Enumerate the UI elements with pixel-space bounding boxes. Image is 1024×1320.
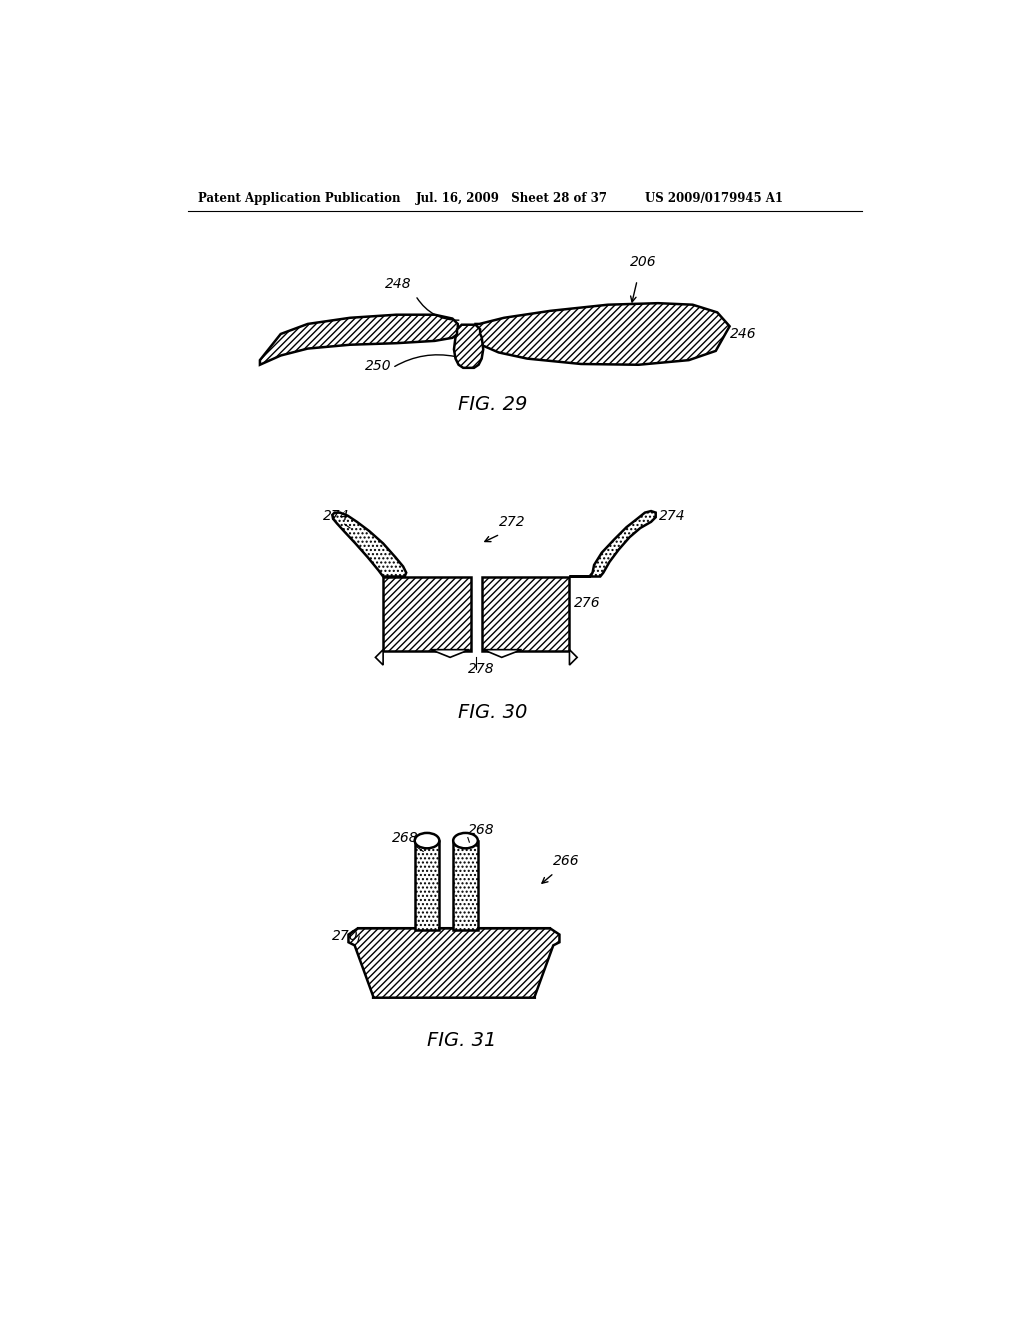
Polygon shape [481, 577, 569, 651]
Polygon shape [415, 841, 439, 929]
Polygon shape [348, 928, 559, 998]
Text: 276: 276 [574, 597, 601, 610]
Text: 274: 274 [323, 510, 349, 523]
Text: 278: 278 [468, 661, 495, 676]
Polygon shape [569, 649, 578, 665]
Text: 248: 248 [385, 277, 412, 290]
Polygon shape [483, 649, 521, 657]
Text: 250: 250 [366, 359, 392, 374]
Text: Jul. 16, 2009   Sheet 28 of 37: Jul. 16, 2009 Sheet 28 of 37 [416, 191, 607, 205]
Text: 268: 268 [468, 824, 495, 837]
Text: 246: 246 [730, 327, 757, 341]
Text: FIG. 31: FIG. 31 [427, 1031, 497, 1049]
Polygon shape [333, 512, 407, 577]
Text: Patent Application Publication: Patent Application Publication [199, 191, 400, 205]
Text: 206: 206 [630, 255, 656, 269]
Text: 274: 274 [658, 510, 685, 523]
Polygon shape [383, 577, 471, 651]
Text: 270: 270 [333, 929, 359, 942]
Polygon shape [260, 314, 458, 364]
Text: 266: 266 [553, 854, 580, 869]
Polygon shape [569, 511, 655, 577]
Polygon shape [454, 841, 478, 929]
Polygon shape [475, 304, 730, 364]
Polygon shape [454, 325, 483, 368]
Ellipse shape [454, 833, 478, 849]
Ellipse shape [415, 833, 439, 849]
Polygon shape [431, 649, 469, 657]
Text: US 2009/0179945 A1: US 2009/0179945 A1 [645, 191, 783, 205]
Text: 272: 272 [499, 516, 525, 529]
Text: FIG. 30: FIG. 30 [458, 704, 527, 722]
Text: FIG. 29: FIG. 29 [458, 395, 527, 414]
Text: 268: 268 [392, 832, 419, 845]
Polygon shape [376, 649, 383, 665]
